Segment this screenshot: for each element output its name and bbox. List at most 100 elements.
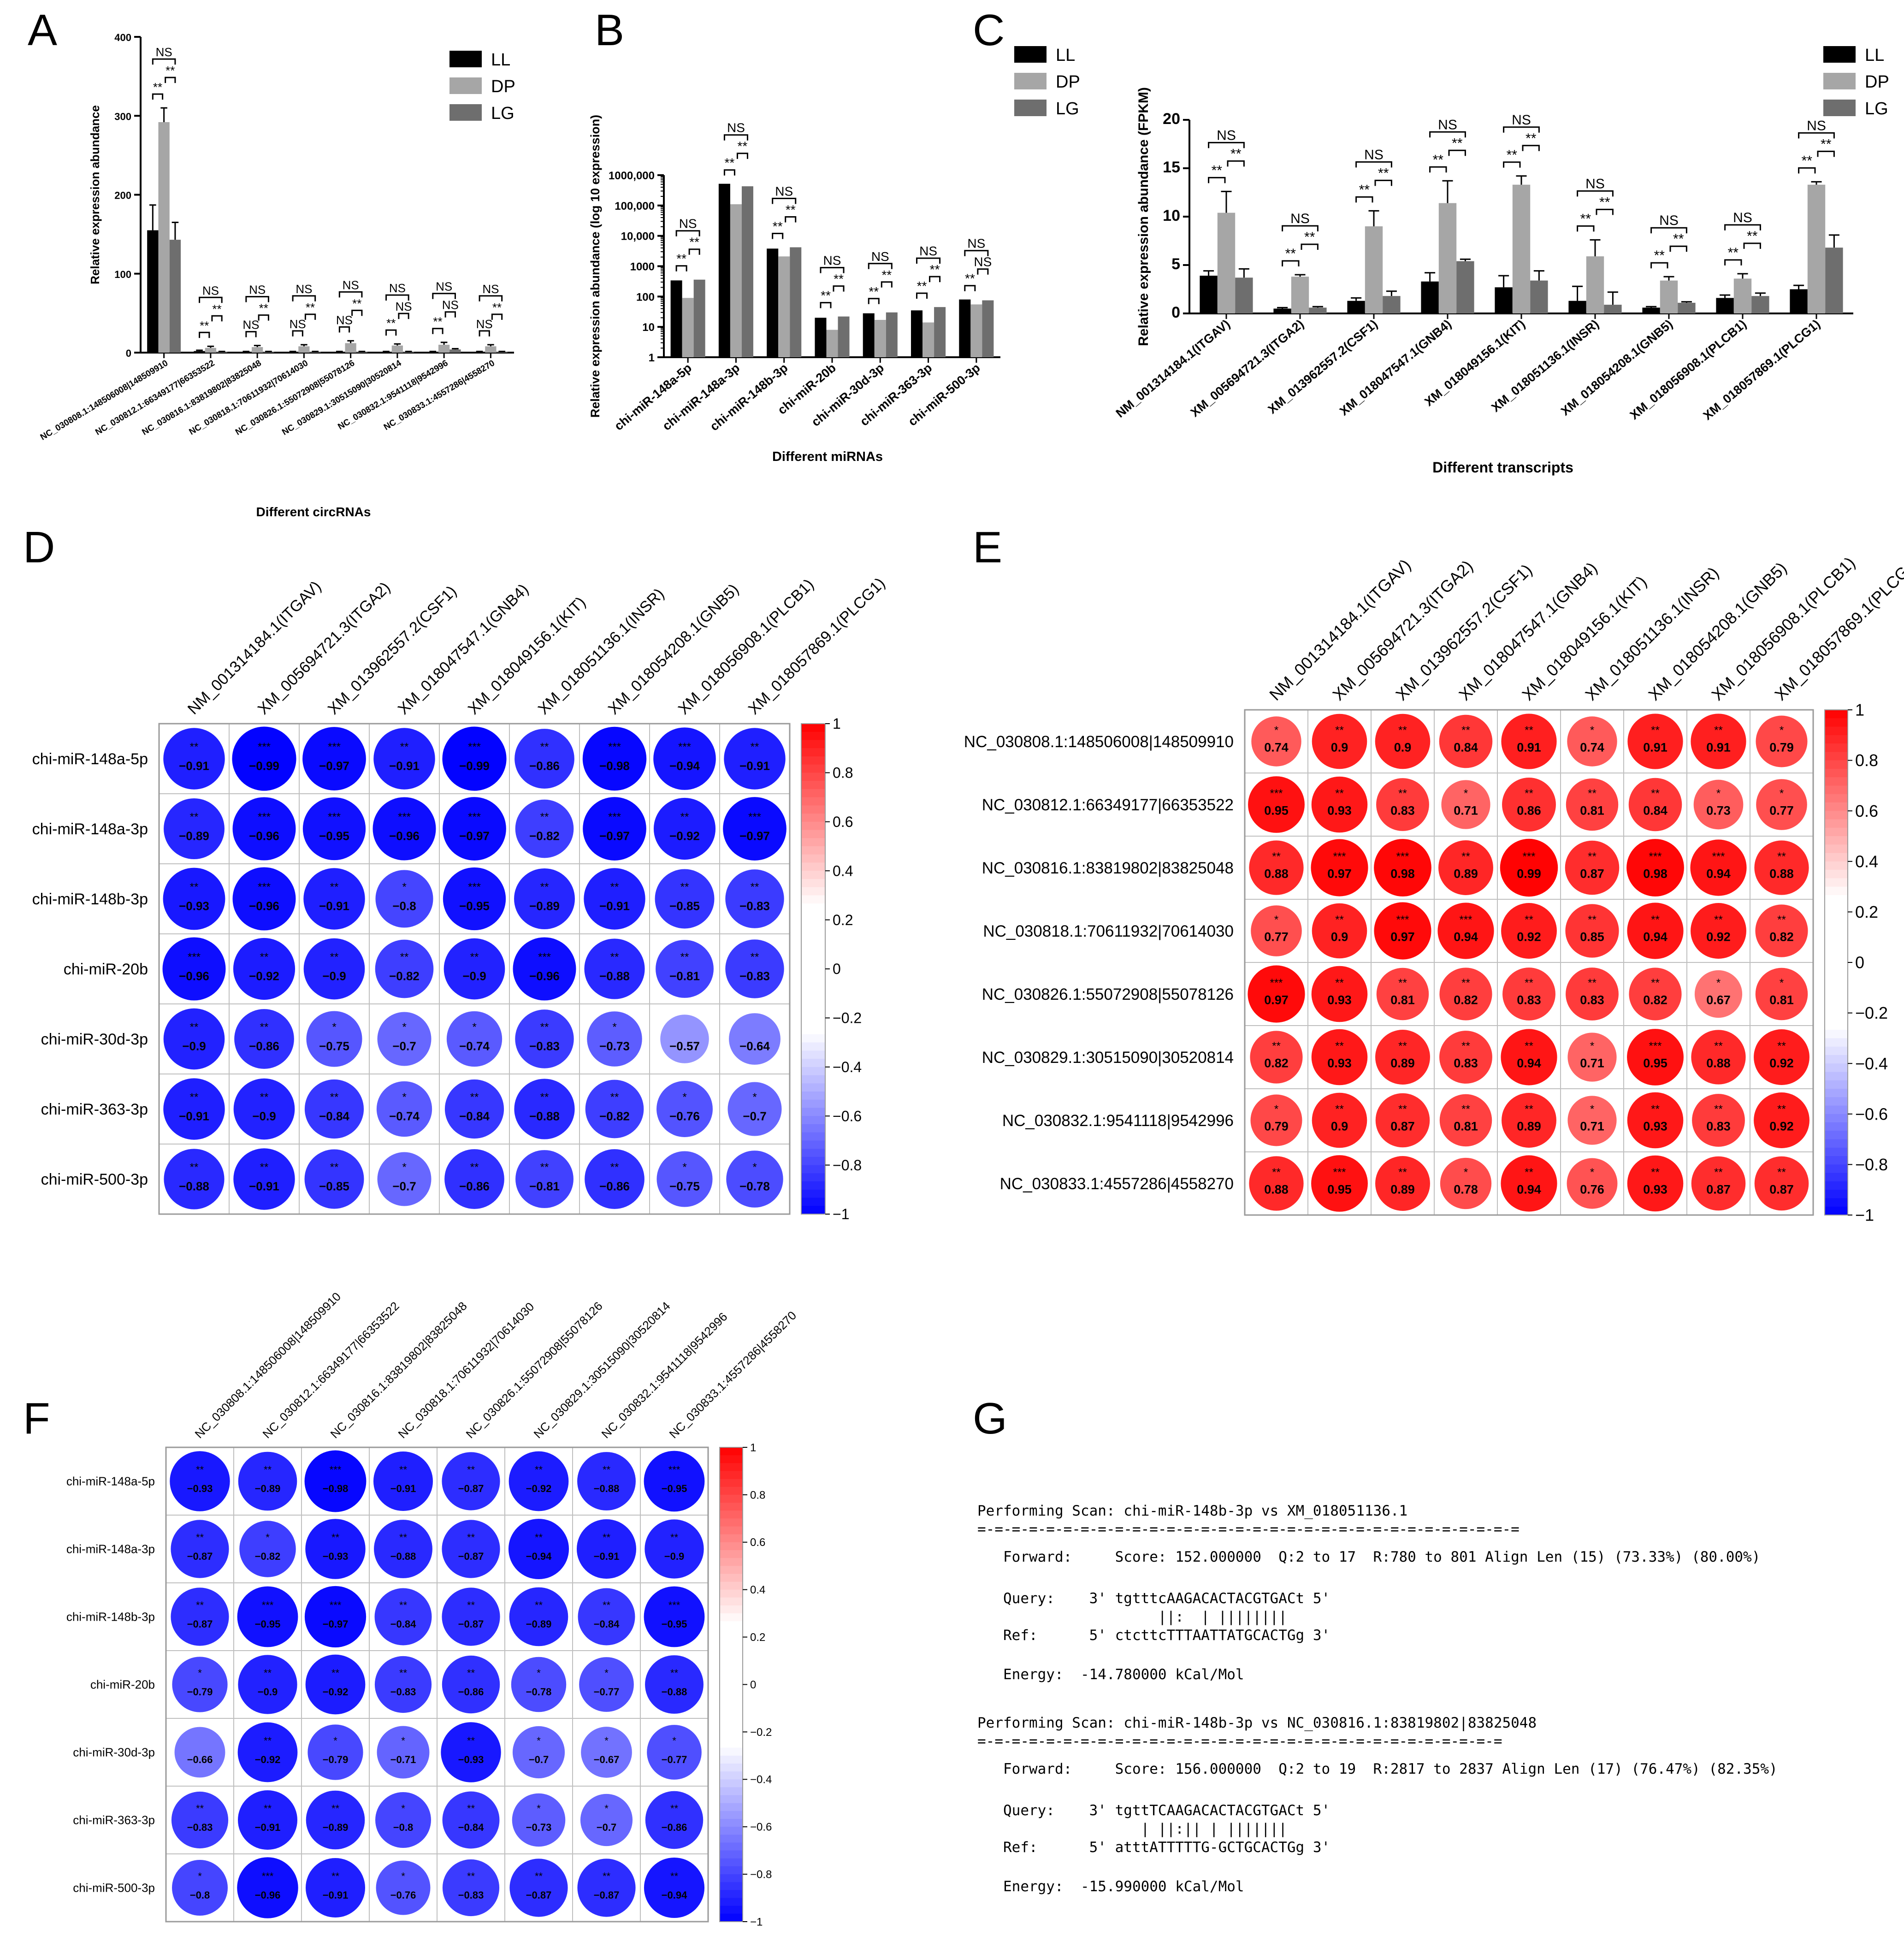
colorbar-segment xyxy=(1825,710,1848,719)
colorbar-tick-label: −1 xyxy=(833,1206,849,1222)
bar-dp xyxy=(298,346,310,353)
corr-circle xyxy=(1627,903,1684,959)
corr-value: −0.83 xyxy=(390,1686,416,1698)
corr-circle xyxy=(1312,1092,1367,1148)
significance-stars: ** xyxy=(1461,724,1470,737)
column-label: XM_018049156.1(KIT) xyxy=(1518,572,1650,704)
corr-circle xyxy=(578,1588,635,1646)
corr-circle xyxy=(581,1727,632,1778)
sig-bracket-ll-lg xyxy=(964,250,989,256)
corr-circle xyxy=(656,940,714,998)
colorbar-segment xyxy=(801,944,825,953)
corr-value: 0.79 xyxy=(1769,740,1794,754)
bar-lg xyxy=(496,352,508,353)
colorbar-segment xyxy=(720,1669,743,1677)
corr-circle xyxy=(1439,968,1492,1021)
corr-circle xyxy=(171,1520,229,1578)
sig-bracket-ll-lg-label: NS xyxy=(249,283,266,297)
corr-circle xyxy=(727,1082,782,1136)
significance-stars: *** xyxy=(1333,850,1346,863)
corr-value: 0.9 xyxy=(1394,740,1412,754)
corr-circle xyxy=(374,1520,432,1578)
y-tick-label: 0 xyxy=(1171,304,1180,321)
significance-stars: *** xyxy=(328,741,341,753)
scan1-rule: =-=-=-=-=-=-=-=-=-=-=-=-=-=-=-=-=-=-=-=-… xyxy=(977,1521,1520,1538)
colorbar-tick-label: 0.2 xyxy=(1855,903,1878,921)
significance-stars: * xyxy=(672,1735,676,1746)
corr-value: −0.95 xyxy=(459,899,490,913)
corr-circle xyxy=(1567,1032,1617,1082)
significance-stars: *** xyxy=(398,811,411,823)
significance-stars: * xyxy=(266,1532,270,1543)
corr-value: 0.94 xyxy=(1643,930,1667,944)
scan1-forward: Forward: Score: 152.000000 Q:2 to 17 R:7… xyxy=(977,1549,1761,1565)
corr-value: −0.93 xyxy=(323,1551,349,1562)
significance-stars: ** xyxy=(196,1532,204,1543)
colorbar-segment xyxy=(1825,1198,1848,1207)
colorbar-segment xyxy=(1825,1013,1848,1022)
bar-dp xyxy=(1291,277,1309,313)
corr-value: −0.92 xyxy=(255,1754,281,1765)
sig-bracket-ll-lg xyxy=(292,295,316,301)
colorbar-segment xyxy=(801,1059,825,1068)
corr-value: 0.79 xyxy=(1264,1119,1289,1133)
sig-bracket-ll-lg xyxy=(199,296,223,303)
sig-bracket-ll-lg xyxy=(868,263,893,269)
row-label: NC_030832.1:9541118|9542996 xyxy=(1002,1112,1234,1130)
sig-bracket-ll-dp xyxy=(868,298,880,304)
corr-value: −0.96 xyxy=(529,969,560,983)
corr-circle xyxy=(1565,840,1620,895)
corr-circle xyxy=(237,1722,298,1782)
colorbar-segment xyxy=(1825,743,1848,753)
significance-stars: ** xyxy=(399,1599,408,1611)
corr-circle xyxy=(171,1587,229,1646)
bar-dp xyxy=(205,348,217,353)
corr-value: 0.93 xyxy=(1327,993,1352,1007)
bar-ll xyxy=(767,248,779,357)
corr-value: −0.7 xyxy=(392,1039,416,1053)
row-label: chi-miR-30d-3p xyxy=(41,1031,148,1048)
column-label: NC_030808.1:148506008|148509910 xyxy=(192,1290,344,1441)
colorbar-segment xyxy=(801,1132,825,1141)
colorbar-tick-label: −0.2 xyxy=(750,1726,772,1739)
colorbar-segment xyxy=(1825,735,1848,744)
significance-stars: * xyxy=(402,1091,406,1103)
scan2-match: | ||:|| | ||||||| xyxy=(977,1821,1287,1837)
significance-stars: ** xyxy=(264,1803,272,1814)
corr-circle xyxy=(237,1790,298,1850)
bar-dp xyxy=(730,204,742,357)
colorbar-segment xyxy=(801,1026,825,1035)
sig-bracket-dp-lg xyxy=(211,315,223,322)
colorbar-segment xyxy=(1825,878,1848,887)
colorbar-segment xyxy=(801,1149,825,1157)
sig-bracket-dp-lg xyxy=(688,248,700,255)
colorbar-segment xyxy=(720,1526,743,1535)
sig-bracket-dp-lg-label: ** xyxy=(1230,146,1242,161)
significance-stars: * xyxy=(604,1803,609,1814)
corr-circle xyxy=(442,1587,500,1646)
corr-circle xyxy=(584,938,645,999)
significance-stars: ** xyxy=(540,741,549,753)
colorbar-segment xyxy=(801,797,825,806)
significance-stars: ** xyxy=(1335,977,1344,989)
corr-value: 0.92 xyxy=(1517,930,1541,944)
corr-value: 0.9 xyxy=(1331,1119,1348,1133)
colorbar-segment xyxy=(1825,1181,1848,1191)
corr-circle xyxy=(725,869,784,928)
corr-circle xyxy=(515,1150,574,1208)
corr-value: −0.95 xyxy=(255,1618,281,1630)
colorbar-segment xyxy=(720,1795,743,1804)
corr-circle xyxy=(1566,778,1619,831)
sig-bracket-ll-dp-label: ** xyxy=(1212,163,1223,178)
colorbar-segment xyxy=(801,756,825,765)
legend-swatch-lg xyxy=(1823,100,1856,116)
corr-circle xyxy=(653,797,716,860)
bar-ll xyxy=(147,230,159,353)
corr-value: −0.7 xyxy=(743,1109,766,1123)
colorbar-segment xyxy=(801,1009,825,1019)
corr-value: −0.8 xyxy=(392,899,416,913)
corr-value: −0.9 xyxy=(252,1109,276,1123)
corr-value: −0.86 xyxy=(458,1686,484,1698)
corr-value: −0.87 xyxy=(458,1551,484,1562)
colorbar-segment xyxy=(801,928,825,937)
